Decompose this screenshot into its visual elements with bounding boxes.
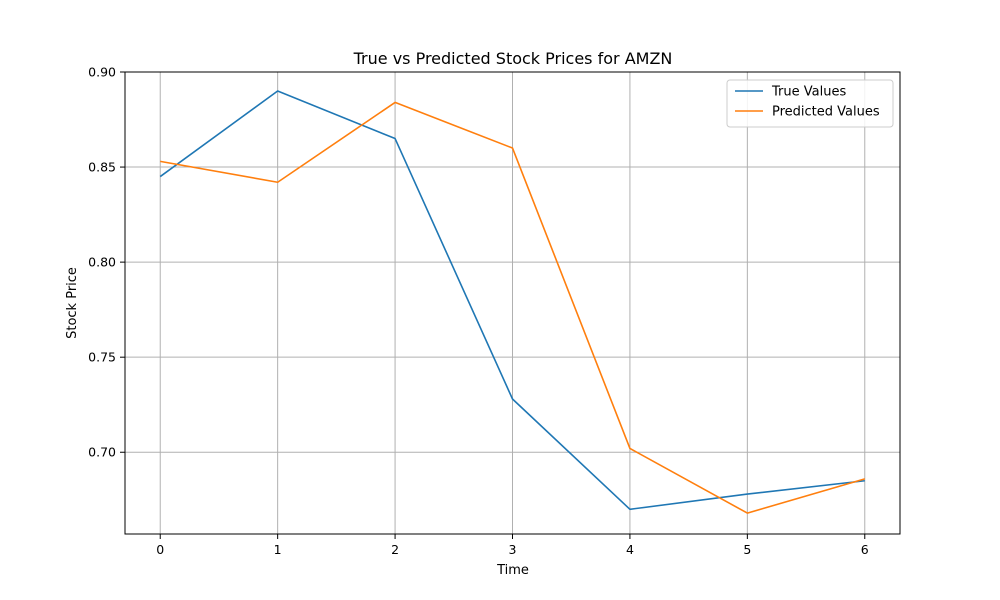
- grid: [125, 71, 900, 534]
- x-tick-label: 2: [391, 542, 399, 557]
- x-tick-label: 0: [156, 542, 164, 557]
- chart-title: True vs Predicted Stock Prices for AMZN: [353, 49, 673, 68]
- x-tick-label: 6: [861, 542, 869, 557]
- legend-entry: True Values: [771, 85, 846, 100]
- y-tick-label: 0.80: [88, 255, 116, 270]
- x-axis: 0 1 2 3 4 5 6: [156, 534, 869, 557]
- series-line-predicted-values: [160, 101, 865, 514]
- legend-entry: Predicted Values: [772, 105, 880, 120]
- y-tick-label: 0.90: [88, 65, 116, 80]
- x-tick-label: 3: [509, 542, 517, 557]
- legend-frame: [726, 79, 894, 128]
- legend: True Values Predicted Values: [726, 79, 894, 128]
- series-line-true-values: [159, 90, 865, 511]
- y-axis: 0.70 0.75 0.80 0.85 0.90: [88, 65, 125, 460]
- x-tick-label: 5: [743, 542, 751, 557]
- y-tick-label: 0.85: [88, 160, 116, 175]
- x-axis-label: Time: [496, 563, 529, 578]
- x-tick-label: 1: [274, 542, 282, 557]
- series-layer: [159, 90, 865, 514]
- y-tick-label: 0.75: [88, 350, 116, 365]
- x-tick-label: 4: [626, 542, 634, 557]
- y-tick-label: 0.70: [88, 445, 116, 460]
- y-axis-label: Stock Price: [65, 267, 80, 339]
